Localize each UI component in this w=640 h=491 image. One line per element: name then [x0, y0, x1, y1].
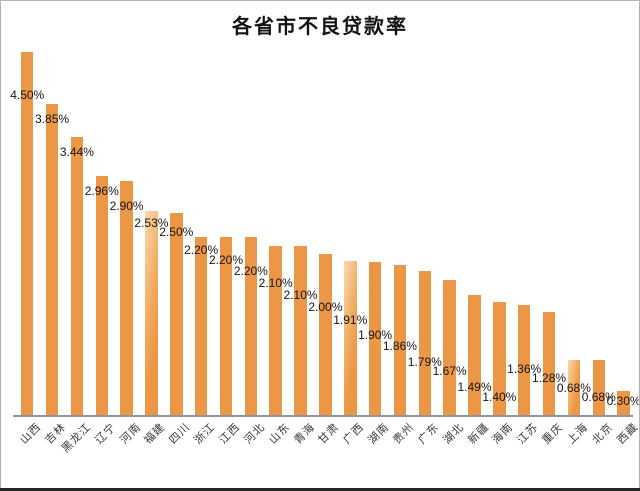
bar — [20, 51, 34, 415]
bar — [443, 280, 456, 415]
x-axis-tick-label: 新疆 — [465, 421, 492, 447]
bar — [493, 302, 506, 415]
bar — [592, 360, 605, 415]
x-axis-tick-label: 江西 — [217, 421, 243, 447]
x-axis-tick-label: 山西 — [18, 421, 44, 447]
x-axis-tick-label: 河北 — [242, 421, 268, 447]
bar — [368, 261, 382, 415]
bar — [70, 137, 84, 415]
bar — [344, 260, 357, 415]
bar — [517, 305, 531, 415]
bar — [567, 360, 581, 415]
bar-value-label: 2.53% — [134, 216, 169, 230]
x-axis-tick-label: 辽宁 — [92, 421, 119, 447]
x-axis-tick-label: 海南 — [490, 421, 516, 447]
x-axis-tick-label: 重庆 — [540, 421, 566, 447]
bar-value-label: 3.85% — [35, 111, 70, 126]
bar-value-label: 0.30% — [606, 394, 640, 408]
bar-value-label: 2.50% — [159, 225, 194, 239]
bottom-border — [0, 488, 640, 491]
x-axis-tick-label: 北京 — [589, 421, 616, 447]
bar-value-label: 1.91% — [333, 313, 368, 327]
bar-value-label: 3.44% — [59, 145, 94, 159]
x-axis-tick-label: 河南 — [117, 421, 144, 447]
bar-value-label: 4.50% — [10, 88, 45, 102]
bar — [468, 294, 481, 415]
bar — [393, 264, 407, 415]
bar — [219, 237, 233, 415]
x-axis-tick-label: 江苏 — [515, 421, 541, 447]
x-axis-tick-label: 甘肃 — [316, 421, 343, 447]
x-axis-line — [13, 415, 633, 417]
bar-value-label: 2.10% — [258, 276, 293, 290]
bar-value-label: 0.68% — [556, 380, 591, 395]
bar — [145, 210, 158, 415]
x-axis-tick-label: 山东 — [266, 421, 293, 447]
x-axis-tick-label: 四川 — [167, 421, 193, 447]
x-axis-tick-label: 湖南 — [366, 421, 392, 447]
bar — [170, 213, 183, 415]
x-axis-tick-label: 青海 — [291, 421, 318, 447]
x-axis-tick-label: 上海 — [565, 421, 591, 447]
bar — [244, 237, 258, 415]
bar-value-label: 1.28% — [532, 371, 567, 385]
bar-value-label: 2.20% — [208, 253, 244, 267]
x-axis-tick-label: 贵州 — [391, 421, 417, 447]
x-axis-tick-label: 浙江 — [192, 421, 218, 447]
bar-value-label: 1.67% — [432, 364, 467, 378]
x-axis-tick-label: 湖北 — [440, 421, 467, 447]
bar — [269, 245, 282, 415]
bar — [120, 180, 133, 415]
bar-value-label: 2.96% — [84, 184, 119, 198]
x-axis-tick-label: 广东 — [415, 421, 442, 447]
bar-value-label: 1.86% — [382, 339, 417, 353]
bar-value-label: 2.10% — [283, 288, 318, 302]
bar-value-label: 2.20% — [184, 243, 219, 257]
bar — [95, 176, 108, 415]
bar-value-label: 0.68% — [581, 389, 616, 404]
x-axis-tick-label: 广西 — [341, 421, 367, 447]
bar — [45, 104, 59, 415]
bar — [319, 253, 332, 415]
bar-value-label: 1.79% — [407, 355, 442, 369]
bar — [294, 245, 307, 415]
bar — [617, 390, 630, 415]
bar — [194, 237, 208, 415]
bar-value-label: 1.36% — [507, 361, 542, 376]
bar-value-label: 1.90% — [358, 328, 393, 342]
x-axis-tick-label: 西藏 — [614, 421, 640, 447]
bar-value-label: 2.90% — [109, 199, 144, 213]
bar-value-label: 1.49% — [457, 380, 492, 394]
x-axis-tick-label: 福建 — [142, 421, 169, 447]
bar — [418, 270, 432, 415]
bar-value-label: 2.20% — [233, 263, 268, 278]
bar-value-label: 2.00% — [308, 300, 343, 314]
bar — [542, 311, 556, 415]
bar-value-label: 1.40% — [482, 389, 517, 404]
chart-title: 各省市不良贷款率 — [232, 16, 408, 38]
